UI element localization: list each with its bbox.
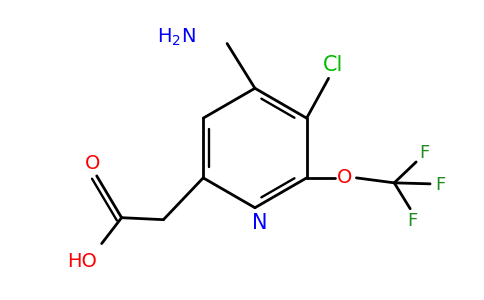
Text: $\mathsf{H_2N}$: $\mathsf{H_2N}$ [156,27,195,48]
Text: O: O [85,154,100,173]
Text: F: F [407,212,417,230]
Text: N: N [252,213,268,233]
Text: Cl: Cl [323,56,344,75]
Text: O: O [337,168,352,188]
Text: F: F [419,144,429,162]
Text: F: F [435,176,445,194]
Text: HO: HO [67,252,97,271]
